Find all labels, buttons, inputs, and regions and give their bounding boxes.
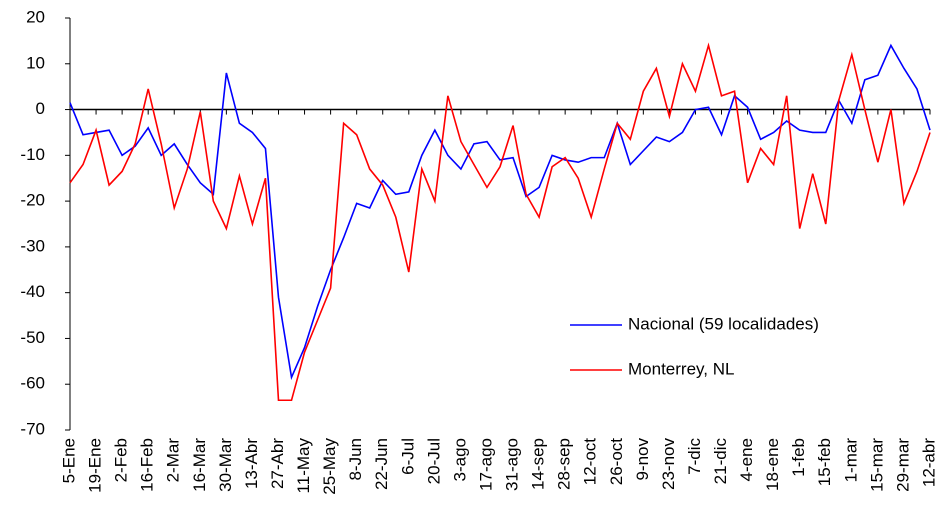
x-tick-label: 6-Jul: [398, 438, 417, 475]
x-tick-label: 29-mar: [893, 438, 912, 492]
x-tick-label: 18-ene: [763, 438, 782, 491]
y-tick-label: -40: [20, 282, 45, 301]
x-tick-label: 21-dic: [711, 438, 730, 485]
x-tick-label: 3-ago: [450, 438, 469, 481]
x-tick-label: 16-Feb: [138, 438, 157, 492]
x-tick-label: 22-Jun: [372, 438, 391, 490]
x-tick-label: 8-Jun: [346, 438, 365, 481]
x-tick-label: 28-sep: [555, 438, 574, 490]
y-tick-label: -30: [20, 236, 45, 255]
x-tick-label: 27-Abr: [268, 438, 287, 489]
y-tick-label: -70: [20, 419, 45, 438]
x-tick-label: 17-ago: [476, 438, 495, 491]
x-tick-label: 26-oct: [607, 438, 626, 486]
x-tick-label: 2-Feb: [112, 438, 131, 482]
x-tick-label: 4-ene: [737, 438, 756, 481]
legend-label: Monterrey, NL: [628, 359, 734, 378]
x-tick-label: 11-May: [294, 438, 313, 494]
y-tick-label: 20: [26, 7, 45, 26]
x-tick-label: 19-Ene: [86, 438, 105, 493]
x-tick-label: 23-nov: [659, 438, 678, 490]
legend-label: Nacional (59 localidades): [628, 314, 819, 333]
x-tick-label: 12-abr: [919, 438, 938, 487]
x-tick-label: 15-feb: [815, 438, 834, 486]
x-tick-label: 20-Jul: [424, 438, 443, 484]
x-tick-label: 13-Abr: [242, 438, 261, 489]
x-tick-label: 25-May: [320, 438, 339, 495]
x-tick-label: 31-ago: [503, 438, 522, 491]
x-tick-label: 7-dic: [685, 438, 704, 475]
x-tick-label: 9-nov: [633, 438, 652, 481]
series-line: [69, 42, 931, 402]
y-tick-label: -50: [20, 328, 45, 347]
x-tick-label: 16-Mar: [190, 438, 209, 492]
x-tick-label: 1-feb: [789, 438, 808, 477]
x-tick-label: 2-Mar: [164, 438, 183, 483]
y-tick-label: 10: [26, 53, 45, 72]
x-tick-label: 14-sep: [529, 438, 548, 490]
x-tick-label: 5-Ene: [59, 438, 78, 483]
x-tick-label: 30-Mar: [216, 438, 235, 492]
x-tick-label: 15-mar: [867, 438, 886, 492]
y-tick-label: 0: [36, 99, 45, 118]
y-tick-label: -60: [20, 374, 45, 393]
y-tick-label: -10: [20, 145, 45, 164]
x-tick-label: 12-oct: [581, 438, 600, 486]
series-line: [69, 43, 931, 381]
x-tick-label: 1-mar: [841, 438, 860, 483]
y-tick-label: -20: [20, 191, 45, 210]
